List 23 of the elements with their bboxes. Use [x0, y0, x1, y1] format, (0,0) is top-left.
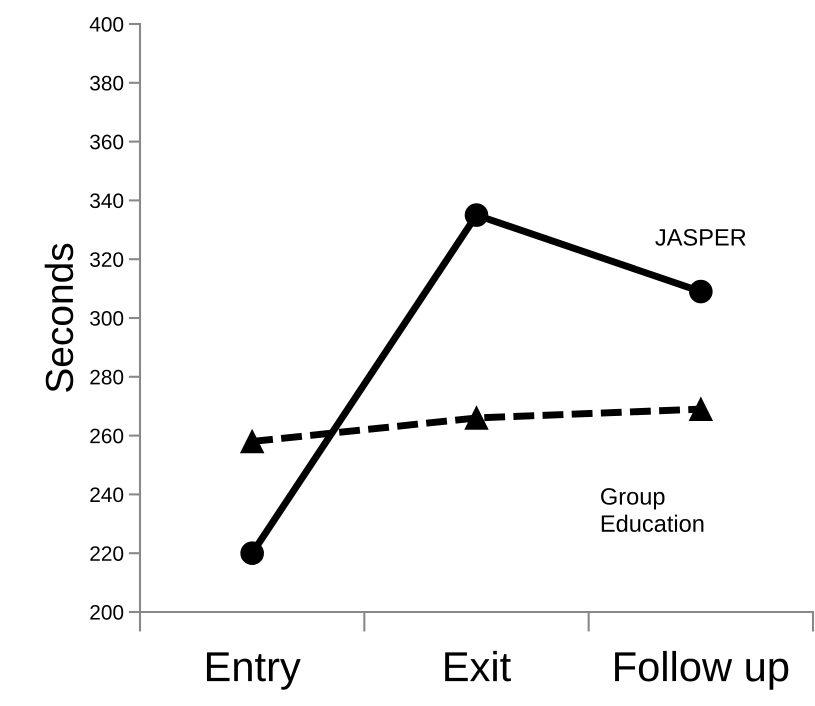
x-tick-label: Exit	[445, 650, 511, 682]
point	[240, 430, 264, 454]
y-tick-label: 340	[90, 193, 124, 208]
x-tick-label: Follow up	[615, 650, 788, 690]
y-axis-title: Seconds	[44, 244, 74, 392]
y-tick-label: 400	[90, 17, 124, 32]
y-tick-label: 260	[90, 428, 124, 444]
point	[464, 406, 488, 430]
y-tick-label: 320	[90, 252, 124, 267]
y-tick-label: 300	[90, 311, 124, 326]
series-label: JASPER	[655, 228, 746, 246]
y-tick-label: 240	[90, 487, 124, 502]
point	[464, 203, 488, 227]
y-tick-label: 280	[90, 370, 124, 385]
point	[240, 541, 264, 566]
y-tick-label: 220	[90, 546, 124, 561]
point	[689, 397, 713, 421]
point	[689, 280, 713, 304]
text: Group Education	[601, 488, 704, 532]
x-tick-label: Entry	[206, 652, 301, 690]
y-tick-label: 380	[90, 76, 124, 91]
y-tick-label: 360	[90, 134, 124, 150]
y-tick-label: 200	[90, 605, 124, 620]
